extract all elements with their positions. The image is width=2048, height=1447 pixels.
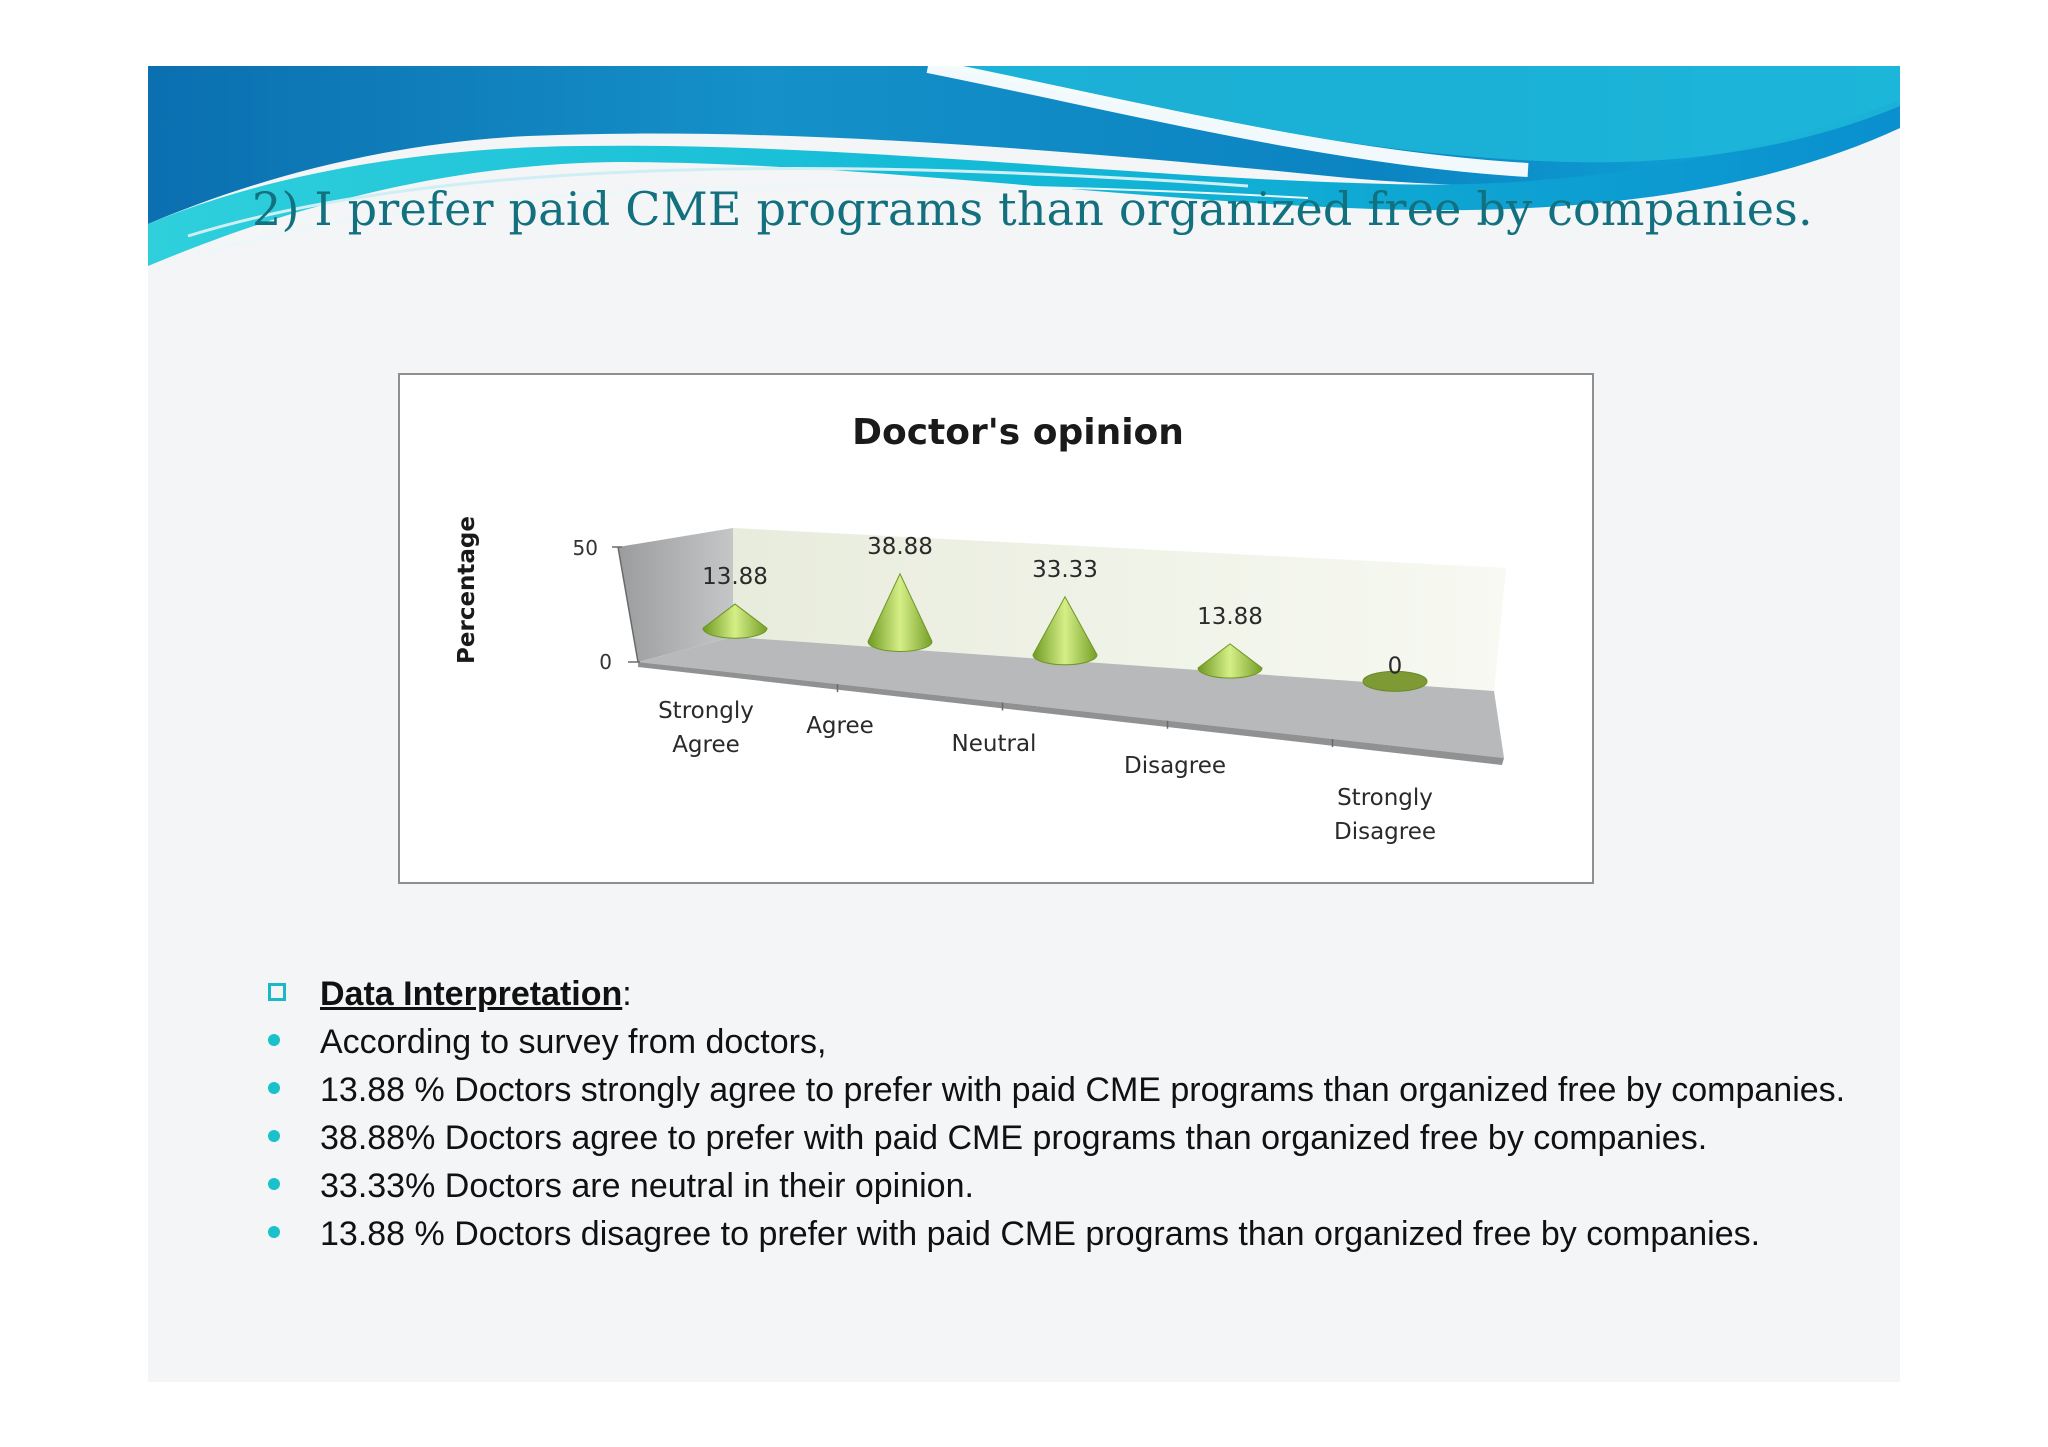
x-tick-label: Strongly Disagree — [1334, 785, 1436, 845]
bullet-dot-icon — [268, 1226, 280, 1238]
x-tick-label: Strongly Agree — [658, 698, 754, 758]
data-label: 13.88 — [702, 564, 768, 590]
interpretation-bullet: 38.88% Doctors agree to prefer with paid… — [268, 1118, 1868, 1158]
data-label: 38.88 — [867, 534, 933, 560]
cone-bar — [702, 603, 768, 639]
slide-title: 2) I prefer paid CME programs than organ… — [252, 182, 1813, 236]
x-tick-label: Disagree — [1124, 753, 1226, 779]
bullet-text: 33.33% Doctors are neutral in their opin… — [320, 1167, 974, 1205]
cone-bar — [867, 572, 933, 652]
cone-bar-flat — [1362, 670, 1428, 692]
checkbox-bullet-icon — [268, 983, 286, 1001]
bullet-dot-icon — [268, 1082, 280, 1094]
heading-colon: : — [622, 975, 632, 1013]
chart-back-wall — [733, 528, 1506, 691]
bullet-dot-icon — [268, 1130, 280, 1142]
y-tick-label-top: 50 — [573, 536, 598, 560]
bullet-dot-icon — [268, 1178, 280, 1190]
bullet-text: According to survey from doctors, — [320, 1023, 827, 1061]
data-interpretation: Data Interpretation: According to survey… — [268, 974, 1868, 1262]
chart-title: Doctor's opinion — [852, 412, 1184, 453]
bullet-text: 13.88 % Doctors strongly agree to prefer… — [320, 1071, 1846, 1109]
header-wave-decoration — [148, 66, 1900, 266]
chart-container: Doctor's opinion Percentage 50 0 13.88 38… — [398, 373, 1594, 884]
interpretation-bullet: 13.88 % Doctors disagree to prefer with … — [268, 1214, 1868, 1254]
bullet-dot-icon — [268, 1034, 280, 1046]
chart-cones: 13.88 38.88 33.33 13.88 0 — [702, 534, 1428, 692]
data-label: 33.33 — [1032, 557, 1098, 583]
cone-bar — [1197, 643, 1263, 679]
y-axis-line — [617, 546, 639, 663]
interpretation-heading: Data Interpretation — [320, 975, 623, 1013]
interpretation-heading-row: Data Interpretation: — [268, 974, 1868, 1014]
data-label: 13.88 — [1197, 604, 1263, 630]
x-tick-label: Neutral — [952, 731, 1037, 757]
y-tick-label-bottom: 0 — [599, 650, 612, 674]
interpretation-bullet: 13.88 % Doctors strongly agree to prefer… — [268, 1070, 1868, 1110]
x-tick-label: Agree — [806, 713, 874, 739]
interpretation-bullet: According to survey from doctors, — [268, 1022, 1868, 1062]
y-axis-label: Percentage — [454, 516, 480, 664]
x-axis-labels: Strongly Agree Agree Neutral Disagree Strongl… — [658, 698, 1436, 845]
bullet-text: 38.88% Doctors agree to prefer with paid… — [320, 1119, 1708, 1157]
interpretation-bullet: 33.33% Doctors are neutral in their opin… — [268, 1166, 1868, 1206]
x-axis-ticks — [836, 684, 1334, 748]
bullet-text: 13.88 % Doctors disagree to prefer with … — [320, 1215, 1761, 1253]
data-label: 0 — [1388, 653, 1403, 679]
cone-chart: Doctor's opinion Percentage 50 0 13.88 38… — [454, 412, 1506, 845]
chart-floor-front — [638, 662, 1504, 765]
cone-bar — [1032, 595, 1098, 666]
chart-floor — [638, 637, 1504, 758]
slide: 2) I prefer paid CME programs than organ… — [148, 66, 1900, 1382]
